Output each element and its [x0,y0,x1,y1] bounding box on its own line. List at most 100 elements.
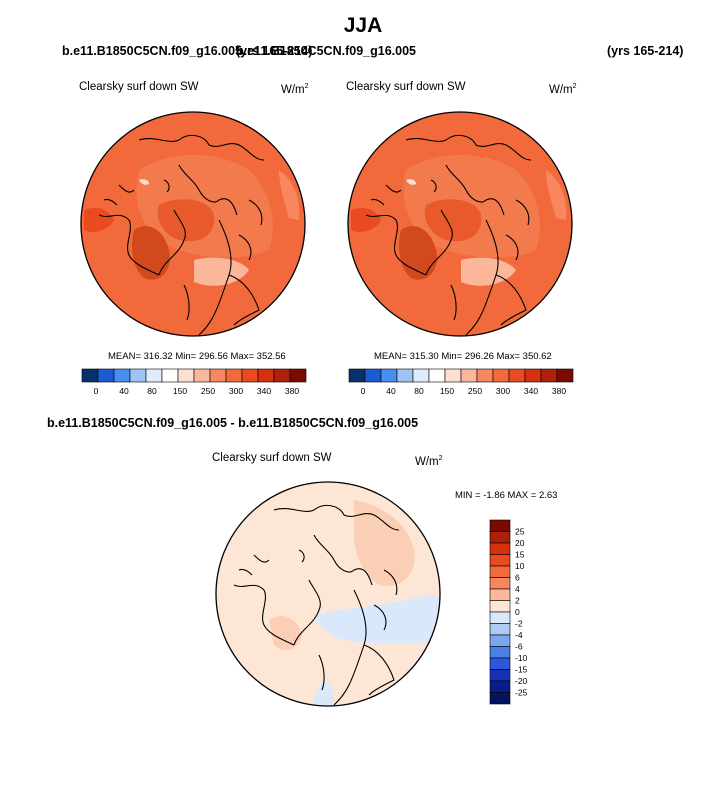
colorbar-box [444,368,462,383]
diff-units: W/m2 [415,455,443,468]
colorbar-box [113,368,131,383]
colorbar-box [540,368,558,383]
colorbar-label: -10 [515,653,528,663]
colorbar-box [97,368,115,383]
colorbar-box [257,368,275,383]
colorbar-box [489,565,511,578]
colorbar-box [489,692,511,705]
colorbar-box [241,368,259,383]
colorbar-box [489,669,511,682]
diff-negative-region-south [314,680,334,706]
colorbar-label: -15 [515,665,528,675]
colorbar-box [489,680,511,693]
colorbar-label: 80 [414,386,424,396]
colorbar-label: 10 [515,561,525,571]
colorbar-label: 0 [515,607,520,617]
colorbar-box [129,368,147,383]
arctic-ocean-region [157,199,215,242]
coastlines [233,504,400,706]
colorbar-label: 380 [285,386,299,396]
colorbar-box [428,368,446,383]
colorbar-box [225,368,243,383]
colorbar-label: -20 [515,676,528,686]
colorbar-label: 300 [229,386,243,396]
colorbar-box [161,368,179,383]
diff-positive-region-east [354,500,415,586]
right-stats: MEAN= 315.30 Min= 296.26 Max= 350.62 [374,351,552,362]
colorbar-box [524,368,542,383]
colorbar-box [489,657,511,670]
left-polar-map [80,111,306,337]
edge-dark-patch [351,208,381,232]
right-variable-label: Clearsky surf down SW [346,81,466,93]
colorbar-box [177,368,195,383]
diff-positive-region-greenland [269,615,302,651]
diff-negative-region-siberia [314,595,440,644]
colorbar-box [412,368,430,383]
left-colorbar: 0 40 80 150 250 300 340 380 [81,368,307,396]
colorbar-box [489,588,511,601]
colorbar-label: 2 [515,596,520,606]
diff-background-field [216,482,440,706]
colorbar-box [489,542,511,555]
colorbar-label: 150 [173,386,187,396]
colorbar-label: 250 [468,386,482,396]
colorbar-box [380,368,398,383]
colorbar-box [273,368,291,383]
diff-variable-label: Clearsky surf down SW [212,452,332,464]
map-boundary [80,111,306,337]
colorbar-label: 20 [515,538,525,548]
diff-case-name: b.e11.B1850C5CN.f09_g16.005 - b.e11.B185… [47,416,419,430]
colorbar-label: 15 [515,550,525,560]
edge-light-patch [546,170,567,220]
colorbar-label: -6 [515,642,523,652]
siberia-light-region [461,257,516,286]
map-boundary [347,111,573,337]
right-units: W/m2 [549,83,577,96]
small-light-patch [406,179,416,185]
colorbar-label: 80 [147,386,157,396]
colorbar-box [489,634,511,647]
colorbar-label: -25 [515,688,528,698]
main-title: JJA [343,14,383,37]
colorbar-label: 25 [515,527,525,537]
colorbar-box [508,368,526,383]
colorbar-box [193,368,211,383]
colorbar-box [348,368,366,383]
right-case-name: b.e11.B1850C5CN.f09_g16.005 [236,44,416,58]
left-stats: MEAN= 316.32 Min= 296.56 Max= 352.56 [108,351,286,362]
colorbar-box [364,368,382,383]
edge-light-patch [279,170,300,220]
colorbar-label: 4 [515,584,520,594]
siberia-light-region [194,257,249,286]
colorbar-box [81,368,99,383]
colorbar-label: 0 [94,386,99,396]
colorbar-label: 380 [552,386,566,396]
right-years: (yrs 165-214) [607,44,684,58]
colorbar-label: 340 [524,386,538,396]
colorbar-box [492,368,510,383]
map-boundary [215,481,441,707]
colorbar-box [145,368,163,383]
coastlines [365,134,532,336]
left-variable-label: Clearsky surf down SW [79,81,199,93]
colorbar-box [396,368,414,383]
colorbar-label: -2 [515,619,523,629]
colorbar-box [489,519,511,532]
colorbar-label: 340 [257,386,271,396]
colorbar-box [489,577,511,590]
colorbar-box [289,368,307,383]
colorbar-box [489,623,511,636]
colorbar-label: -4 [515,630,523,640]
colorbar-label: 300 [496,386,510,396]
coastlines [98,134,265,336]
diff-stats: MIN = -1.86 MAX = 2.63 [455,490,558,501]
colorbar-label: 150 [440,386,454,396]
colorbar-box [489,646,511,659]
diff-polar-map [215,481,441,707]
arctic-ocean-region [424,199,482,242]
left-case-name: b.e11.B1850C5CN.f09_g16.005 [62,44,242,58]
colorbar-label: 6 [515,573,520,583]
colorbar-box [209,368,227,383]
